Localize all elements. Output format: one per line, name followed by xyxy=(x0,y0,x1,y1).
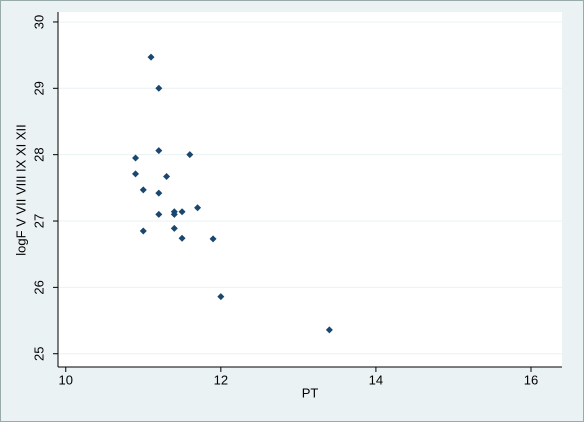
point xyxy=(186,151,194,159)
x-tick-label: 10 xyxy=(59,372,73,387)
point xyxy=(163,173,171,181)
y-tick-label: 29 xyxy=(31,81,46,95)
y-tick-label: 25 xyxy=(31,346,46,360)
x-axis-label: PT xyxy=(302,385,319,400)
x-tick-label: 12 xyxy=(214,372,228,387)
point xyxy=(139,186,147,194)
point xyxy=(170,210,178,218)
y-tick-label: 28 xyxy=(31,147,46,161)
x-tick-label: 16 xyxy=(524,372,538,387)
y-tick-label: 26 xyxy=(31,280,46,294)
point xyxy=(325,326,333,334)
point xyxy=(155,147,163,155)
point xyxy=(155,210,163,218)
x-tick-label: 14 xyxy=(369,372,383,387)
y-tick-label: 30 xyxy=(31,15,46,29)
point xyxy=(155,189,163,197)
point xyxy=(155,84,163,92)
point xyxy=(217,293,225,301)
point xyxy=(178,234,186,242)
point xyxy=(209,235,217,243)
point xyxy=(194,204,202,212)
y-axis-label: logF V VII VIII IX XI XII xyxy=(13,124,28,256)
point xyxy=(132,170,140,178)
point xyxy=(147,53,155,61)
plot-area xyxy=(58,12,562,367)
point xyxy=(170,224,178,232)
point xyxy=(139,227,147,235)
point xyxy=(132,154,140,162)
y-tick-label: 27 xyxy=(31,214,46,228)
point xyxy=(178,208,186,216)
